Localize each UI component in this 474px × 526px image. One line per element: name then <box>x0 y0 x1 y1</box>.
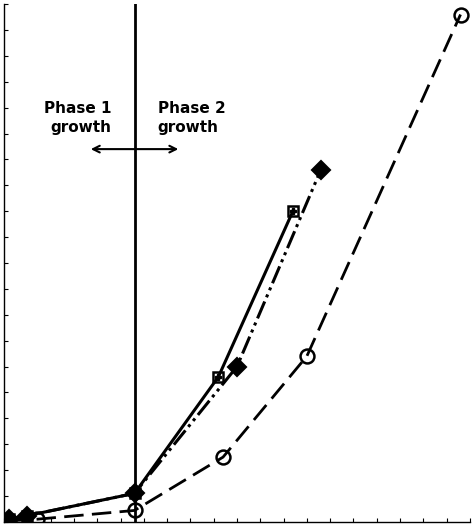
Text: Phase 2
growth: Phase 2 growth <box>158 101 226 135</box>
Text: Phase 1
growth: Phase 1 growth <box>44 101 111 135</box>
